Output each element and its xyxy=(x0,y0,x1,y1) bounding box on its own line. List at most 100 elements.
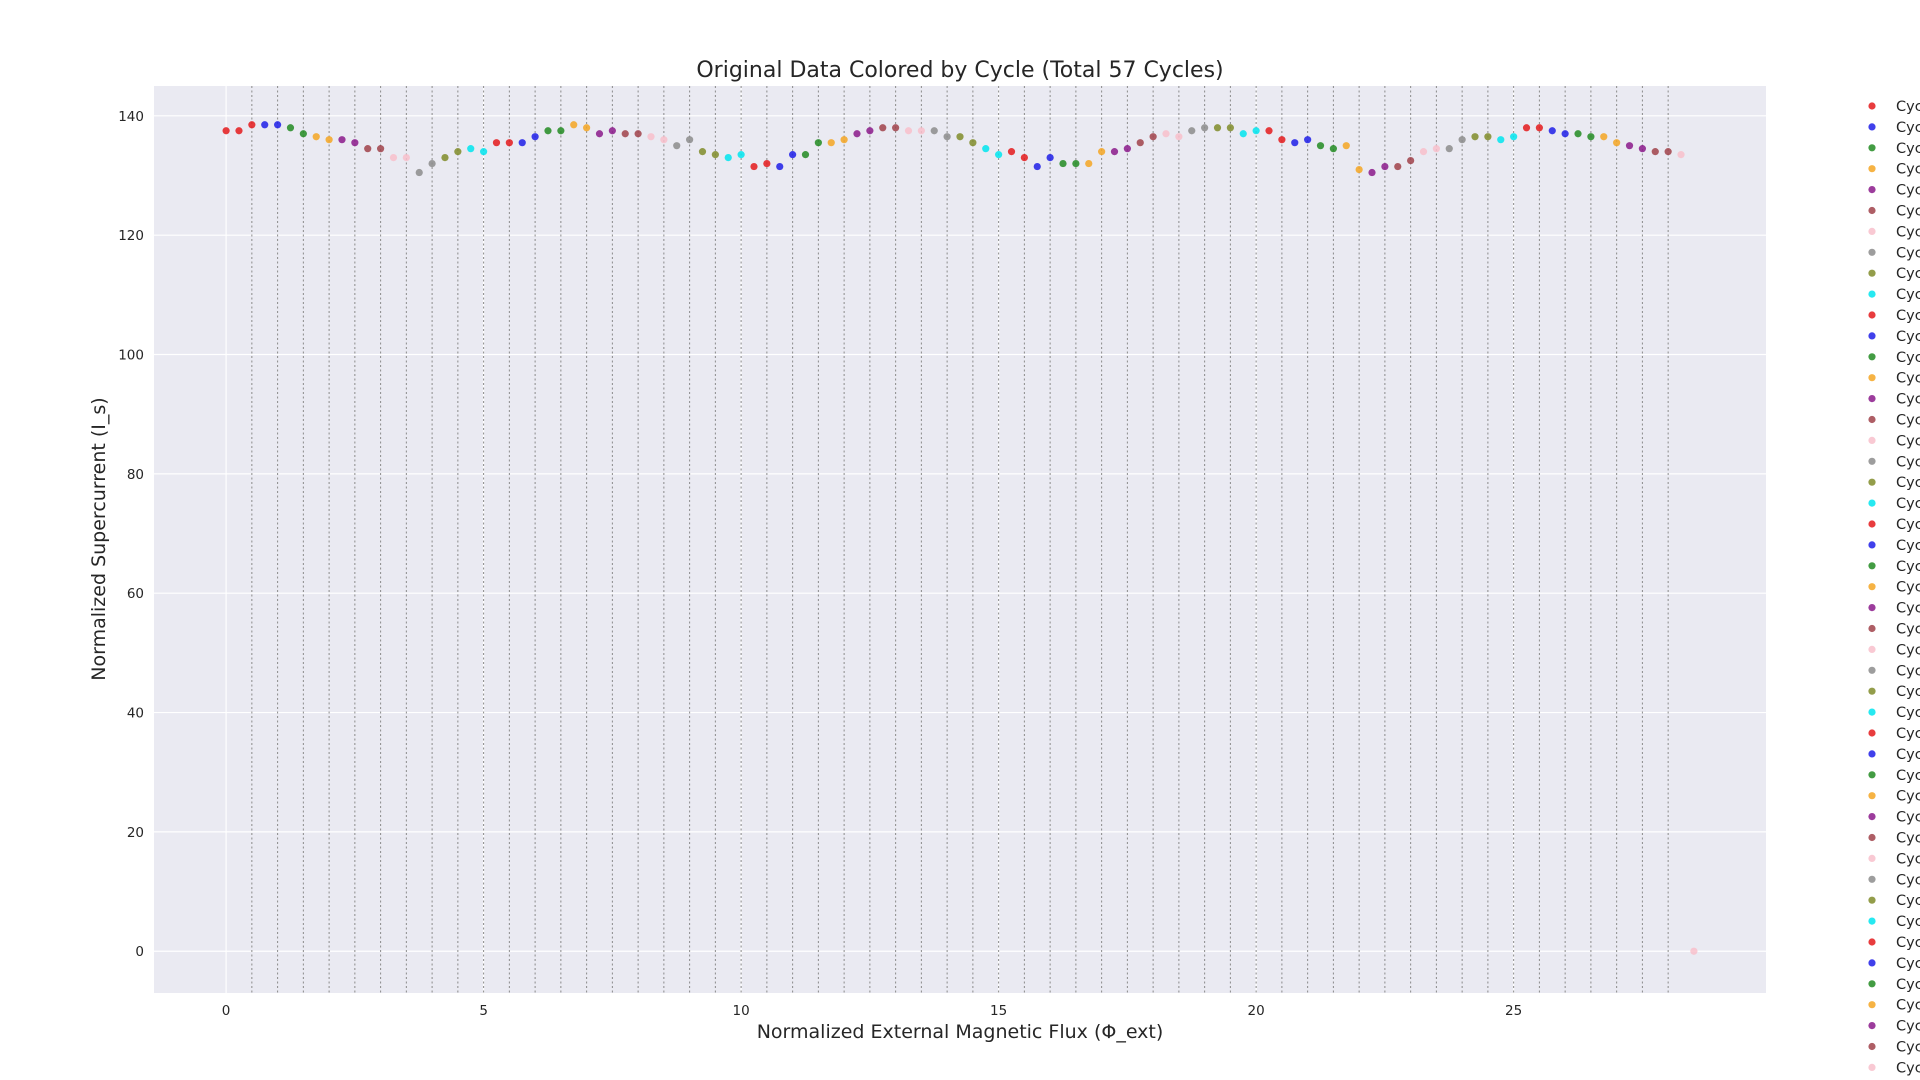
legend-marker xyxy=(1868,792,1876,800)
data-point xyxy=(827,139,835,147)
data-point xyxy=(389,154,398,162)
data-point xyxy=(1587,133,1595,141)
data-point xyxy=(261,121,269,129)
legend-marker xyxy=(1868,980,1876,988)
data-point xyxy=(351,139,359,147)
data-point xyxy=(364,145,372,153)
legend-marker xyxy=(1868,896,1876,904)
legend-label: Cyc xyxy=(1896,1040,1920,1056)
data-point xyxy=(377,145,385,153)
y-tick-label: 20 xyxy=(127,825,144,841)
data-point xyxy=(660,136,668,144)
y-tick-label: 60 xyxy=(127,586,144,602)
legend-marker xyxy=(1868,854,1876,863)
data-point xyxy=(995,151,1003,159)
legend-label: Cyc xyxy=(1896,350,1920,366)
data-point xyxy=(1201,124,1209,132)
data-point xyxy=(492,139,501,147)
legend-label: Cyc xyxy=(1896,329,1920,345)
legend-marker xyxy=(1868,708,1876,716)
data-point xyxy=(930,127,938,135)
x-tick-label: 10 xyxy=(733,1003,750,1019)
legend-marker xyxy=(1868,604,1876,612)
data-point xyxy=(1046,154,1054,162)
legend-marker xyxy=(1868,415,1876,424)
data-point xyxy=(1522,124,1531,132)
data-point xyxy=(686,136,694,144)
legend-label: Cyc xyxy=(1896,287,1920,303)
data-point xyxy=(724,154,732,162)
data-point xyxy=(235,127,243,135)
data-point xyxy=(583,124,591,132)
legend-marker xyxy=(1868,645,1876,654)
data-point xyxy=(1600,133,1608,141)
data-point xyxy=(917,127,925,135)
data-point xyxy=(711,151,719,159)
data-point xyxy=(801,151,810,159)
data-point xyxy=(879,124,887,132)
data-point xyxy=(1664,148,1672,156)
x-tick-label: 20 xyxy=(1248,1003,1265,1019)
data-point xyxy=(531,133,539,141)
data-point xyxy=(1471,133,1479,141)
legend-label: Cyc xyxy=(1896,914,1920,930)
data-point xyxy=(467,145,475,153)
data-point xyxy=(1329,145,1337,153)
data-point xyxy=(1291,139,1299,147)
data-point xyxy=(1265,127,1273,135)
data-point xyxy=(454,148,462,156)
data-point xyxy=(750,162,758,171)
data-point xyxy=(698,148,707,156)
legend-marker xyxy=(1868,938,1876,946)
data-point xyxy=(1445,145,1453,153)
legend-marker xyxy=(1868,499,1876,507)
legend-label: Cyc xyxy=(1896,935,1920,951)
legend-label: Cyc xyxy=(1896,413,1920,429)
legend-marker xyxy=(1868,959,1876,967)
legend-label: Cyc xyxy=(1896,663,1920,679)
data-point xyxy=(673,142,681,150)
y-tick-label: 140 xyxy=(118,109,144,125)
data-point xyxy=(428,159,436,168)
legend-label: Cyc xyxy=(1896,266,1920,282)
data-point xyxy=(1239,130,1247,138)
legend-label: Cyc xyxy=(1896,580,1920,596)
legend-marker xyxy=(1868,206,1876,215)
legend-label: Cyc xyxy=(1896,831,1920,847)
legend-marker xyxy=(1868,875,1876,883)
legend-label: Cyc xyxy=(1896,392,1920,408)
data-point xyxy=(621,130,629,138)
data-point xyxy=(415,168,423,177)
legend-marker xyxy=(1868,1063,1876,1071)
data-point xyxy=(1033,162,1041,171)
legend-label: Cyc xyxy=(1896,1060,1920,1076)
legend-marker xyxy=(1868,729,1876,737)
legend-marker xyxy=(1868,624,1876,633)
legend-marker xyxy=(1868,332,1876,340)
y-tick-label: 120 xyxy=(118,228,144,244)
data-point xyxy=(338,136,346,144)
data-point xyxy=(1548,127,1556,135)
data-point xyxy=(1625,142,1634,150)
legend-label: Cyc xyxy=(1896,538,1920,554)
data-point xyxy=(1316,142,1325,150)
data-point xyxy=(1484,133,1492,141)
legend-label: Cyc xyxy=(1896,1019,1920,1035)
legend-marker xyxy=(1868,666,1876,674)
legend-label: Cyc xyxy=(1896,684,1920,700)
legend-label: Cyc xyxy=(1896,726,1920,742)
data-point xyxy=(814,139,822,147)
data-point xyxy=(943,133,951,141)
data-point xyxy=(789,151,797,159)
data-point xyxy=(1394,162,1402,171)
legend-label: Cyc xyxy=(1896,789,1920,805)
data-point xyxy=(982,145,990,153)
legend-label: Cyc xyxy=(1896,141,1920,157)
data-point xyxy=(1149,133,1157,141)
chart-title: Original Data Colored by Cycle (Total 57… xyxy=(696,58,1223,83)
legend-label: Cyc xyxy=(1896,559,1920,575)
legend-marker xyxy=(1868,478,1876,486)
legend-label: Cyc xyxy=(1896,622,1920,638)
data-point xyxy=(1638,145,1646,153)
data-point xyxy=(1304,136,1312,144)
